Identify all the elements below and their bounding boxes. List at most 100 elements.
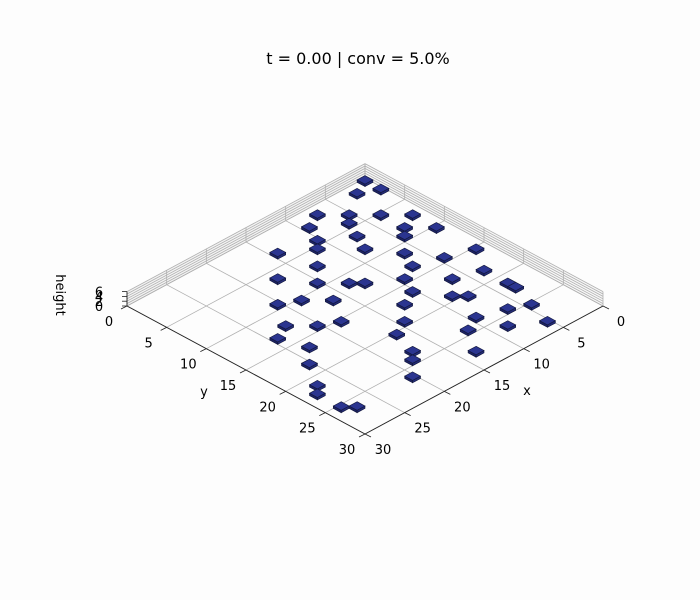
x-tick-25 xyxy=(404,412,411,417)
bar-0-0 xyxy=(356,175,374,187)
bar-4-6 xyxy=(340,217,358,230)
y-tick-label-30: 30 xyxy=(339,443,356,458)
bar-15-1 xyxy=(467,243,485,256)
bar-8-8 xyxy=(356,243,374,256)
x-tick-label-0: 0 xyxy=(617,315,625,330)
x-tick-label-25: 25 xyxy=(414,422,431,437)
x-tick-label-15: 15 xyxy=(494,379,511,394)
bar-11-6 xyxy=(396,247,414,260)
y-tick-25 xyxy=(319,412,326,417)
bar-20-16 xyxy=(388,328,406,341)
bar-12-22 xyxy=(277,320,295,333)
bar-5-11 xyxy=(308,243,326,256)
bar-16-10 xyxy=(404,286,422,299)
bar-7-13 xyxy=(308,260,326,273)
x-tick-30 xyxy=(364,433,372,438)
wall-grid-z-yz-3 xyxy=(126,170,366,300)
y-tick-15 xyxy=(239,369,247,374)
x-tick-label-5: 5 xyxy=(577,336,585,351)
bar-10-18 xyxy=(292,294,311,307)
bar-2-0 xyxy=(372,183,390,196)
bar-19-14 xyxy=(396,316,414,328)
bar-13-7 xyxy=(404,260,422,273)
y-tick-label-10: 10 xyxy=(180,358,197,373)
wall-grid-z-xz-4 xyxy=(364,168,604,297)
bar-26-8 xyxy=(499,320,517,333)
y-axis-label: y xyxy=(200,385,208,400)
bar-11-13 xyxy=(340,277,358,290)
wall-grid-z-xz-0 xyxy=(364,177,604,307)
wall-grid-z-xz-6 xyxy=(364,163,604,292)
bar-26-27 xyxy=(348,401,366,414)
bar-12-16 xyxy=(324,294,342,307)
bar-13-24 xyxy=(269,333,287,345)
x-axis-label: x xyxy=(523,384,531,399)
wall-grid-z-xz-5 xyxy=(364,165,604,295)
bar-12-12 xyxy=(356,277,374,290)
bar-24-18 xyxy=(404,354,422,367)
bar-22-28 xyxy=(308,388,326,401)
bar-5-3 xyxy=(372,209,390,222)
y-tick-label-15: 15 xyxy=(220,379,237,394)
bar-16-23 xyxy=(300,341,319,354)
bar-18-3 xyxy=(475,264,493,277)
grid-lines xyxy=(126,163,604,435)
x-tick-10 xyxy=(523,348,530,353)
z-tick-label-4: 4 xyxy=(95,290,103,305)
bar-7-1 xyxy=(404,209,422,222)
bar-28-5 xyxy=(538,316,557,328)
y-tick-label-25: 25 xyxy=(299,422,316,437)
bar-26-20 xyxy=(404,371,422,384)
bars xyxy=(269,175,557,414)
bar-9-20 xyxy=(269,298,287,311)
bar-10-1 xyxy=(427,222,445,235)
y-tick-label-20: 20 xyxy=(259,400,276,415)
bar-18-25 xyxy=(300,358,319,371)
bar-6-7 xyxy=(348,230,366,243)
bar-25-28 xyxy=(332,401,350,414)
y-tick-30 xyxy=(358,433,366,438)
y-tick-label-5: 5 xyxy=(145,336,153,351)
bar-24-11 xyxy=(459,324,477,337)
bar-14-4 xyxy=(435,252,453,264)
x-tick-0 xyxy=(602,305,610,310)
wall-grid-z-yz-4 xyxy=(126,168,366,297)
bar-1-2 xyxy=(348,188,366,200)
x-tick-20 xyxy=(444,390,451,395)
bar-20-7 xyxy=(459,290,477,303)
bar-3-14 xyxy=(269,247,287,260)
wall-grid-z-yz-6 xyxy=(126,163,366,292)
bar-25-4 xyxy=(523,298,541,311)
y-tick-5 xyxy=(160,326,167,331)
x-tick-15 xyxy=(483,369,491,374)
wall-grid-z-xz-3 xyxy=(364,170,604,300)
y-tick-20 xyxy=(279,390,286,395)
wall-grid-z-xz-2 xyxy=(364,172,604,302)
chart-title: t = 0.00 | conv = 5.0% xyxy=(266,49,449,68)
bar-27-13 xyxy=(467,345,485,358)
y-tick-0 xyxy=(120,305,128,310)
bar-19-8 xyxy=(443,290,461,303)
y-tick-label-0: 0 xyxy=(105,315,113,330)
wall-grid-z-yz-5 xyxy=(126,165,366,295)
bar-17-6 xyxy=(443,273,461,286)
bar-1-7 xyxy=(308,209,326,222)
bar-23-9 xyxy=(467,311,485,324)
bar-6-17 xyxy=(269,273,287,286)
wall-grid-z-xz-1 xyxy=(364,175,604,304)
z-tick-label-0: 0 xyxy=(95,300,103,315)
bar-9-4 xyxy=(396,230,414,243)
bar-2-9 xyxy=(300,222,319,235)
x-tick-5 xyxy=(563,326,570,331)
bar-14-9 xyxy=(396,273,414,286)
x-tick-label-10: 10 xyxy=(533,358,550,373)
x-tick-label-20: 20 xyxy=(454,400,471,415)
bar-15-18 xyxy=(332,316,350,328)
bar-14-20 xyxy=(308,320,326,333)
x-tick-label-30: 30 xyxy=(375,443,392,458)
z-tick-label-2: 2 xyxy=(95,295,103,310)
bar-9-15 xyxy=(308,277,326,290)
floor-grid-y-25 xyxy=(166,284,405,414)
